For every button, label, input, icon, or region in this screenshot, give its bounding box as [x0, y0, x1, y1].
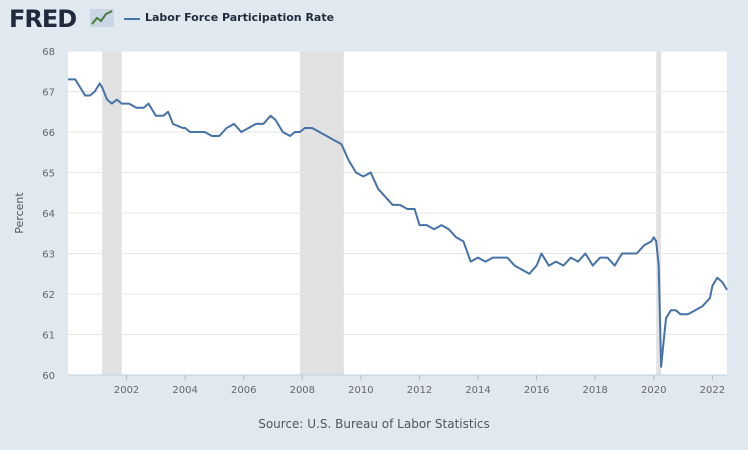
fred-logo[interactable]: FRED	[9, 5, 77, 33]
y-tick-label: 66	[42, 128, 55, 139]
y-tick-label: 65	[42, 169, 55, 180]
legend-label: Labor Force Participation Rate	[145, 11, 335, 24]
y-tick-label: 62	[42, 290, 55, 301]
y-tick-label: 60	[42, 371, 55, 382]
x-tick-label: 2014	[465, 385, 490, 396]
series-line	[68, 78, 728, 368]
legend-swatch	[124, 18, 140, 20]
fred-line-mark-icon	[90, 9, 114, 27]
x-tick-label: 2008	[290, 385, 315, 396]
x-tick-label: 2006	[231, 385, 256, 396]
x-tick-label: 2012	[407, 385, 432, 396]
x-tick-label: 2002	[114, 385, 139, 396]
y-axis-title: Percent	[13, 192, 26, 234]
chart-header: FRED Labor Force Participation Rate	[0, 0, 748, 44]
y-tick-label: 61	[42, 331, 55, 342]
y-tick-label: 63	[42, 250, 55, 261]
x-tick-label: 2010	[348, 385, 373, 396]
y-tick-label: 68	[42, 47, 55, 58]
x-tick-label: 2018	[582, 385, 607, 396]
y-tick-label: 64	[42, 209, 55, 220]
line-chart[interactable]: 60 61 62 63 64 65 66 67 68 2002 2004 2006 2008 2010 20…	[0, 0, 748, 410]
x-tick-label: 2016	[524, 385, 549, 396]
x-tick-label: 2004	[172, 385, 197, 396]
x-tick-label: 2022	[700, 385, 725, 396]
y-tick-label: 67	[42, 88, 55, 99]
x-tick-label: 2020	[641, 385, 666, 396]
source-note: Source: U.S. Bureau of Labor Statistics	[258, 417, 490, 431]
